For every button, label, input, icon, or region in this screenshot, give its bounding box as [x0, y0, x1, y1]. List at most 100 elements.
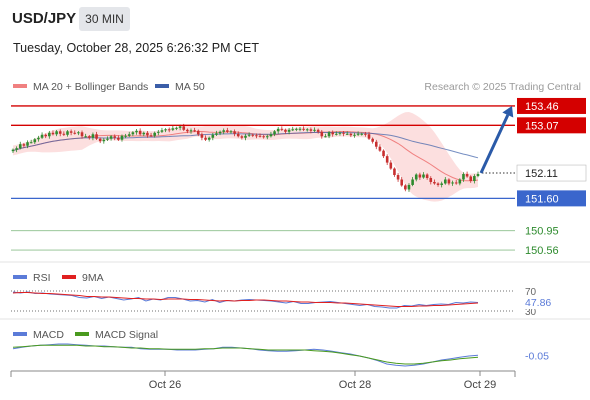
candle-body	[444, 179, 447, 184]
candle-body	[284, 129, 287, 132]
candle-body	[233, 131, 236, 134]
candle-body	[418, 174, 422, 178]
macd-legend-swatch	[13, 332, 27, 336]
x-tick-label: Oct 26	[149, 379, 181, 391]
candle-body	[349, 133, 353, 136]
candle-body	[160, 130, 164, 132]
rsi-tick-label: 30	[525, 307, 537, 318]
candle-body	[51, 132, 55, 135]
candle-body	[11, 149, 15, 152]
candle-body	[142, 132, 146, 135]
candle-body	[295, 128, 298, 130]
macd-panel: -0.05	[12, 343, 549, 367]
rsi-ma-legend-swatch	[62, 275, 76, 279]
candle-body	[305, 129, 309, 131]
candle-body	[356, 133, 360, 135]
candle-body	[66, 131, 69, 135]
candle-body	[342, 132, 345, 134]
candle-body	[84, 136, 87, 138]
macd-line	[12, 343, 479, 367]
candle-body	[469, 176, 473, 181]
candle-body	[280, 128, 284, 130]
candle-body	[313, 129, 316, 131]
candle-body	[135, 130, 138, 133]
rsi-legend-label: RSI	[33, 272, 51, 284]
candle-body	[182, 126, 186, 130]
candle-body	[98, 138, 102, 142]
candle-body	[327, 132, 331, 137]
candle-body	[458, 179, 462, 184]
candle-body	[55, 131, 58, 135]
candle-body	[251, 134, 255, 136]
rsi-tick-label: 70	[525, 287, 537, 298]
candle-body	[269, 134, 273, 137]
candle-body	[58, 131, 62, 134]
candle-body	[462, 174, 465, 180]
candle-body	[113, 136, 117, 138]
candle-body	[353, 134, 356, 136]
credit-text: Research © 2025 Trading Central	[424, 81, 581, 93]
candle-body	[262, 136, 265, 138]
x-tick-label: Oct 28	[339, 379, 371, 391]
candle-body	[226, 130, 229, 132]
candle-body	[367, 134, 371, 139]
candle-body	[429, 178, 433, 182]
x-axis: Oct 26 Oct 28 Oct 29	[10, 370, 516, 391]
projection-arrow-head	[502, 105, 514, 118]
candle-body	[473, 176, 476, 181]
candle-body	[124, 135, 127, 137]
macd-current-value: -0.05	[525, 350, 549, 362]
candle-body	[291, 129, 295, 131]
candle-body	[211, 134, 215, 138]
level-tag-resistance	[517, 117, 586, 134]
candle-body	[236, 133, 240, 137]
candle-body	[425, 174, 429, 179]
candle-body	[414, 174, 418, 180]
candle-body	[109, 136, 113, 139]
candle-body	[400, 179, 404, 186]
macd-signal-legend-swatch	[75, 332, 89, 336]
rsi-ma-line	[12, 292, 479, 307]
candle-body	[80, 132, 84, 137]
symbol-title: USD/JPY	[12, 10, 77, 27]
candle-body	[440, 183, 443, 185]
candle-body	[316, 129, 320, 132]
ma20-legend-label: MA 20 + Bollinger Bands	[33, 81, 148, 93]
candle-body	[436, 183, 440, 185]
candle-body	[33, 139, 37, 143]
candle-body	[26, 142, 29, 146]
candle-body	[302, 128, 305, 130]
candle-body	[207, 137, 211, 140]
candle-body	[229, 131, 233, 133]
level-label-resistance: 153.07	[525, 120, 559, 132]
price-panel: 153.46 153.07 152.11 151.60 150.95 150.56	[11, 97, 587, 257]
candle-body	[454, 182, 458, 184]
candle-body	[102, 139, 106, 142]
current-price-tag	[516, 164, 587, 182]
candle-body	[22, 144, 26, 146]
candle-body	[276, 128, 280, 132]
candle-body	[396, 175, 400, 180]
candle-body	[186, 129, 189, 132]
candle-body	[222, 130, 226, 132]
level-label-support: 150.95	[525, 226, 559, 238]
candle-body	[393, 168, 396, 176]
level-label-pivot: 151.60	[525, 193, 559, 205]
candle-body	[164, 129, 167, 131]
candle-body	[451, 182, 454, 184]
candle-body	[193, 130, 196, 132]
candle-body	[320, 131, 324, 137]
timeframe-badge[interactable]: 30 MIN	[79, 7, 130, 31]
candle-body	[120, 135, 124, 140]
candle-body	[404, 185, 407, 190]
candle-body	[309, 129, 313, 131]
ma50-legend-label: MA 50	[175, 81, 205, 93]
candle-body	[131, 132, 135, 135]
projection-arrow	[479, 114, 510, 174]
candle-body	[411, 179, 414, 185]
candle-body	[106, 138, 109, 140]
candle-body	[153, 132, 156, 136]
candle-body	[138, 130, 142, 135]
candle-body	[374, 141, 378, 147]
